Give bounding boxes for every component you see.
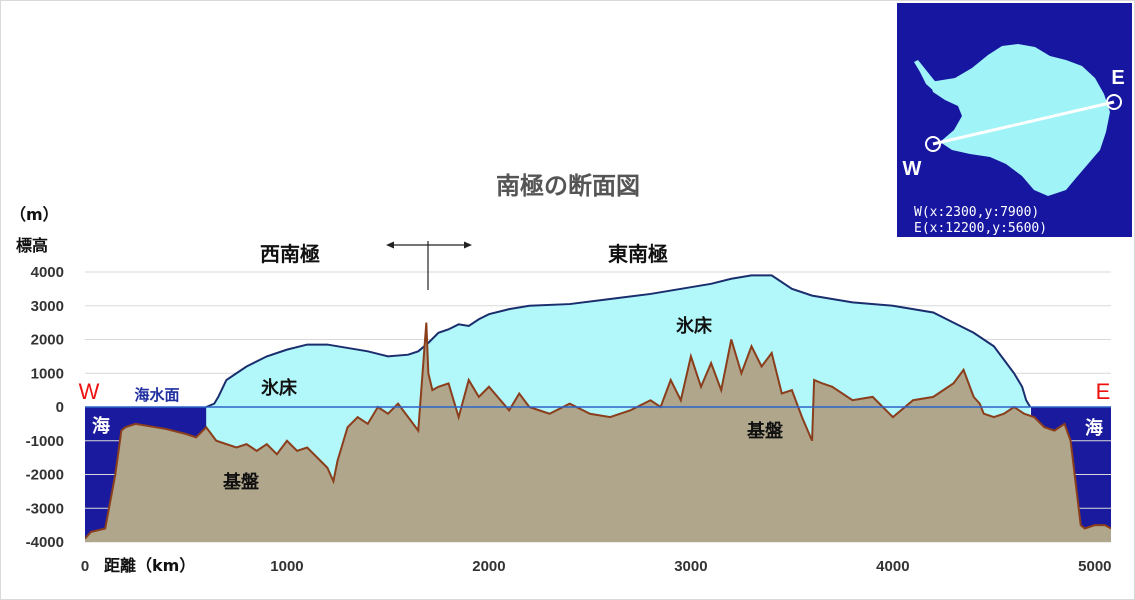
- x-tick-label: 0: [81, 558, 89, 575]
- y-tick-label: 4000: [31, 264, 64, 281]
- ice-sheet-surface-line: [205, 274, 1032, 408]
- east-point-marker: [1106, 94, 1122, 110]
- y-tick-label: 3000: [31, 298, 64, 315]
- inset-east-coord: E(x:12200,y:5600): [914, 221, 1047, 236]
- west-point-marker: [925, 136, 941, 152]
- transect-line: [932, 100, 1115, 146]
- x-tick-label: 5000: [1078, 558, 1111, 575]
- y-axis-label: 標高: [16, 236, 48, 255]
- x-tick-label: 1000: [270, 558, 303, 575]
- x-tick-label: 3000: [674, 558, 707, 575]
- x-tick-label: 2000: [472, 558, 505, 575]
- chart-title: 南極の断面図: [496, 172, 640, 200]
- sea-label-east: 海: [1085, 417, 1103, 439]
- y-axis-unit: （m）: [10, 205, 59, 224]
- inset-east-label: E: [1111, 67, 1124, 89]
- region-divider-arrow: [386, 241, 472, 290]
- east-antarctica-label: 東南極: [608, 242, 668, 266]
- bedrock-label-west: 基盤: [222, 471, 260, 493]
- y-tick-label: 1000: [31, 365, 64, 382]
- y-tick-label: 0: [56, 399, 64, 416]
- x-axis-label: 距離（km）: [104, 556, 195, 575]
- ice-sheet-label-east: 氷床: [676, 315, 713, 337]
- sea-level-label: 海水面: [134, 386, 179, 404]
- plot-area: [85, 271, 1111, 543]
- x-tick-label: 4000: [876, 558, 909, 575]
- west-antarctica-label: 西南極: [260, 242, 320, 266]
- y-tick-label: -2000: [26, 467, 64, 484]
- y-tick-label: -4000: [26, 534, 64, 551]
- inset-map: W E W(x:2300,y:7900) E(x:12200,y:5600): [897, 3, 1132, 237]
- bedrock-label-east: 基盤: [746, 420, 784, 442]
- y-tick-label: -1000: [26, 433, 64, 450]
- y-tick-label: 2000: [31, 332, 64, 349]
- y-axis-ticks: 4000 3000 2000 1000 0 -1000 -2000 -3000 -4000: [26, 264, 64, 551]
- sea-label-west: 海: [92, 415, 110, 437]
- x-axis-ticks: 0 1000 2000 3000 4000 5000: [81, 558, 1112, 575]
- east-marker: E: [1096, 379, 1111, 404]
- antarctic-peninsula: [914, 60, 942, 92]
- west-marker: W: [79, 379, 100, 404]
- bedrock-surface-line: [85, 322, 1111, 540]
- ice-sheet-label-west: 氷床: [261, 377, 298, 399]
- antarctica-landmass: [930, 44, 1110, 196]
- inset-west-coord: W(x:2300,y:7900): [914, 205, 1039, 220]
- inset-west-label: W: [903, 158, 922, 180]
- y-tick-label: -3000: [26, 500, 64, 517]
- bedrock-area: [85, 322, 1111, 542]
